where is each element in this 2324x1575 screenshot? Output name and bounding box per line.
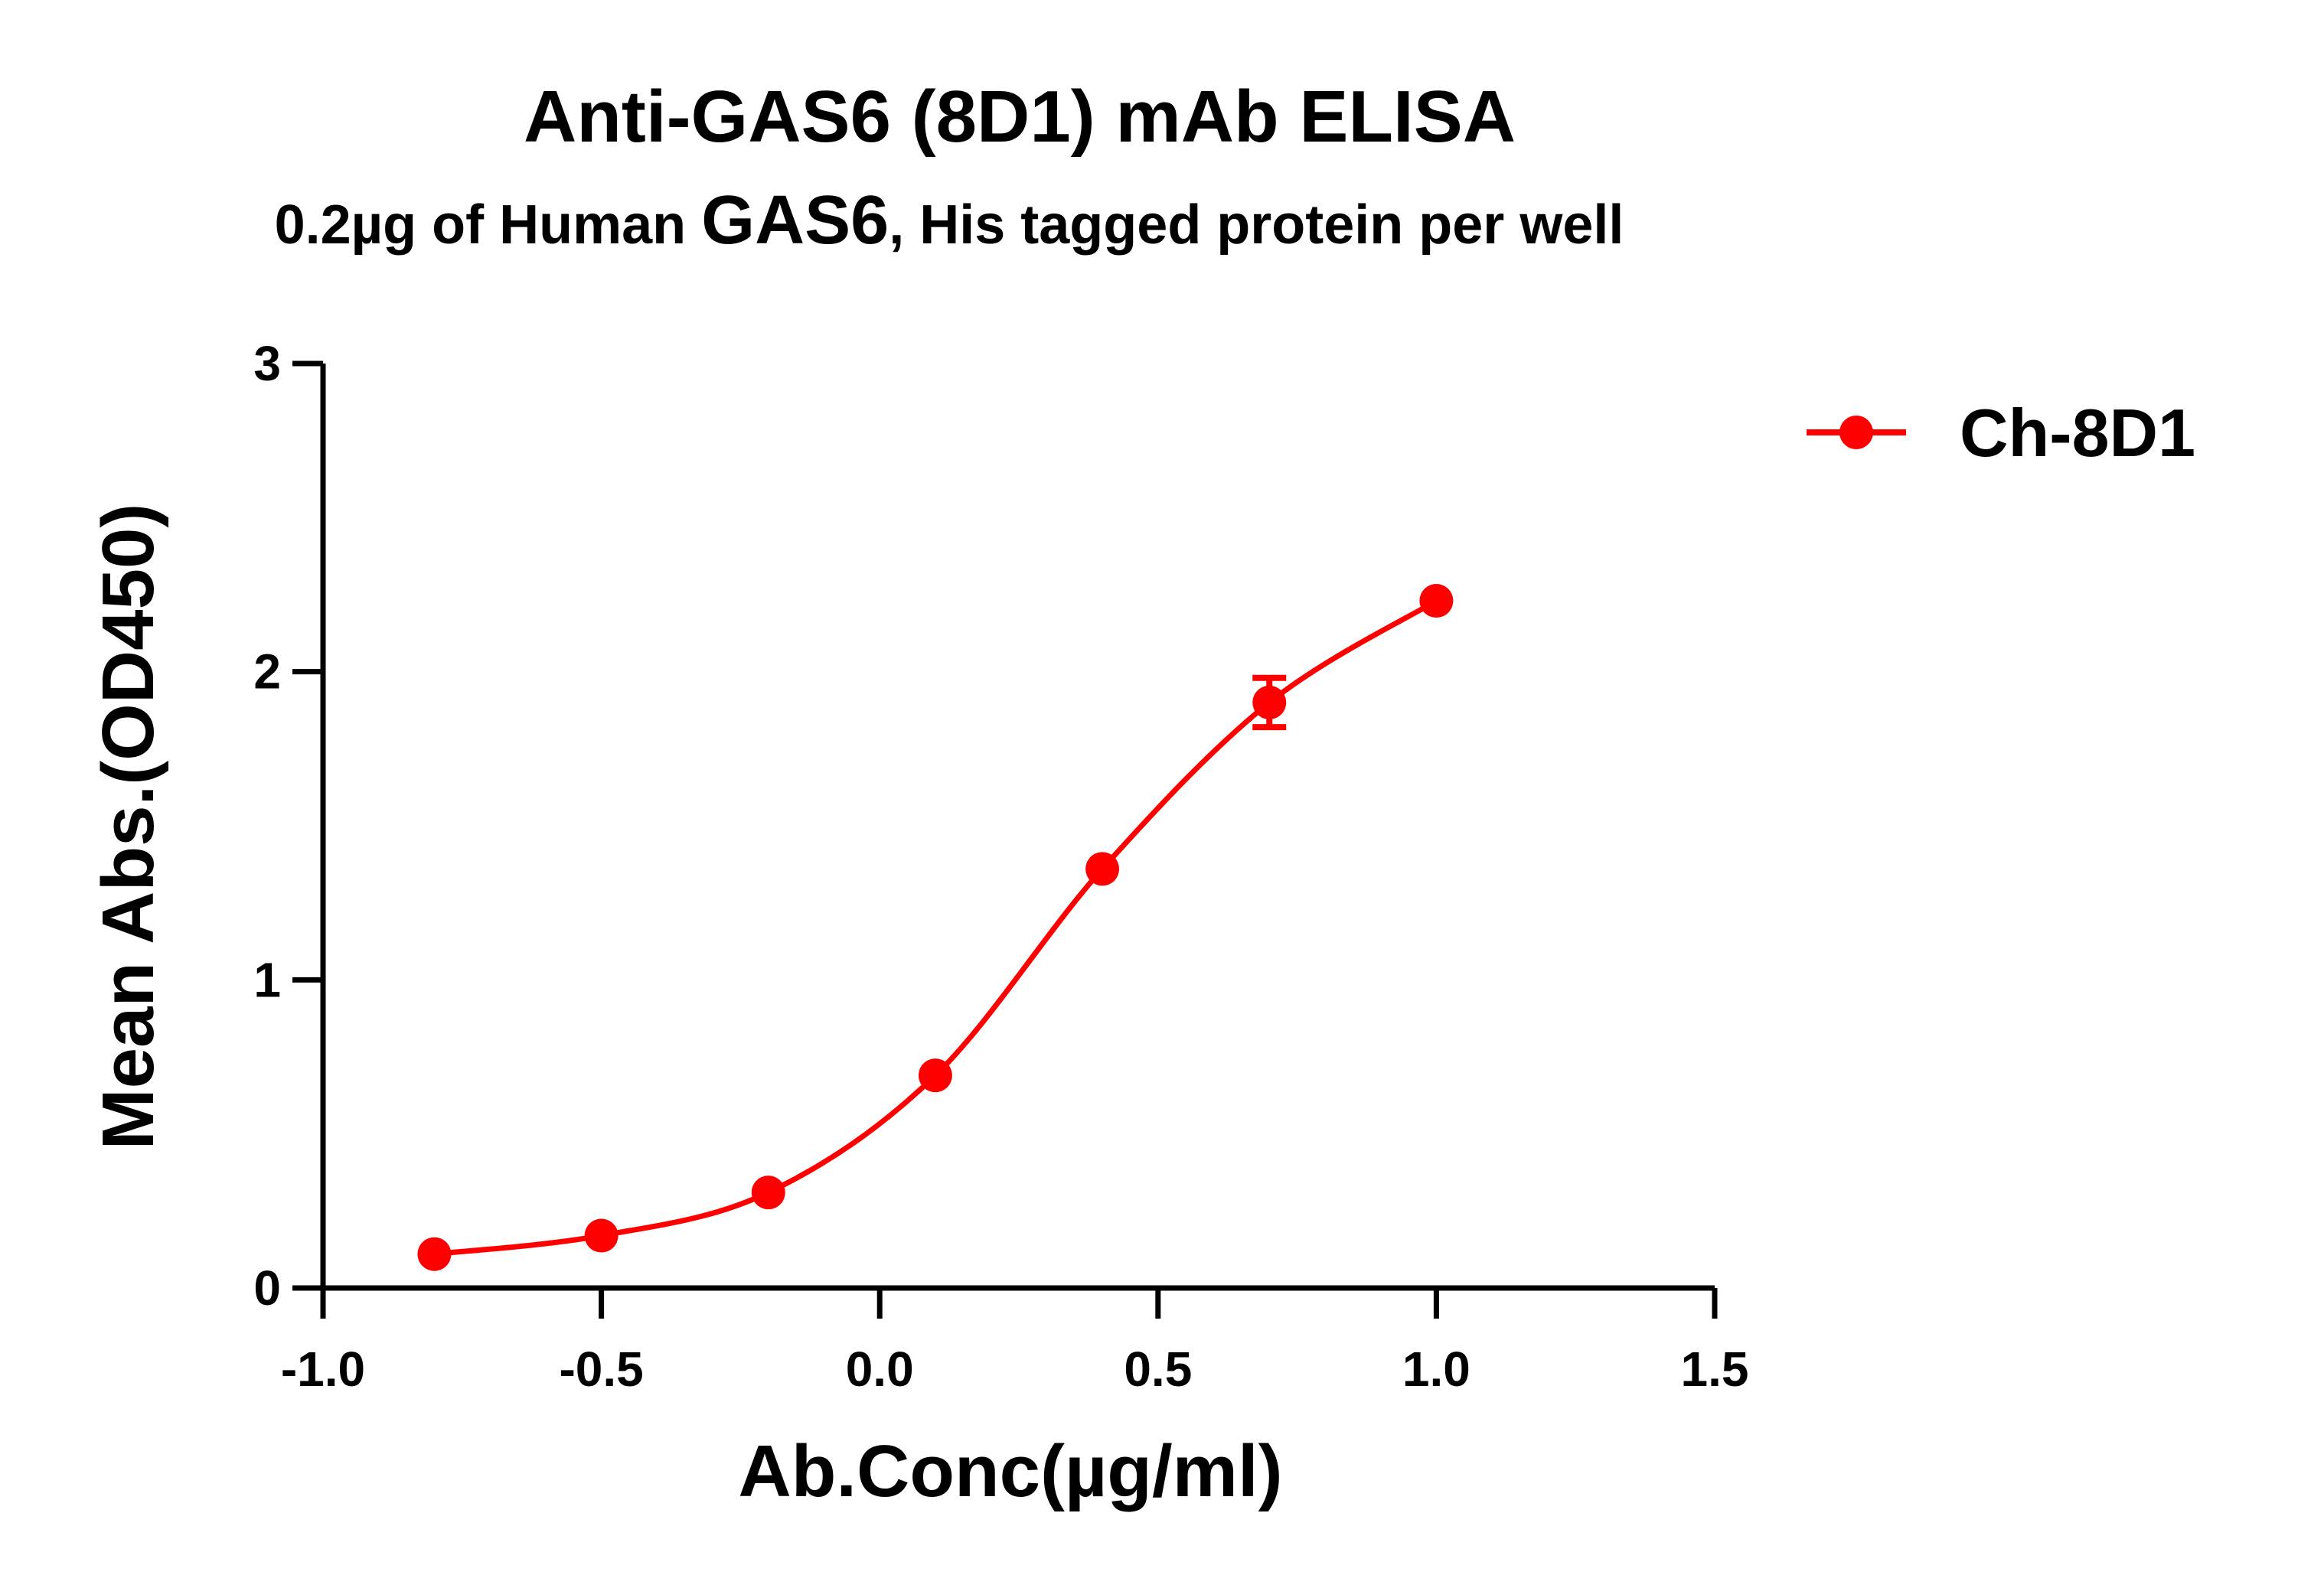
chart-title: Anti-GAS6 (8D1) mAb ELISA	[524, 76, 1516, 158]
y-axis-title: Mean Abs.(OD450)	[87, 504, 169, 1150]
axes: -1.0 -0.5 0.0 0.5 1.0 1.5 0 1 2 3	[253, 336, 1748, 1397]
x-tick-label: 1.0	[1402, 1342, 1470, 1397]
legend: Ch-8D1	[1807, 395, 2195, 471]
chart-subtitle: 0.2µg of Human GAS6, His tagged protein …	[275, 182, 1624, 259]
data-point	[918, 1058, 952, 1093]
x-tick-label: -1.0	[281, 1342, 365, 1397]
y-tick-label: 1	[253, 952, 281, 1007]
data-point	[1419, 584, 1454, 618]
data-point	[1252, 685, 1287, 719]
data-point	[1085, 852, 1120, 886]
x-tick-label: 0.0	[846, 1342, 914, 1397]
x-tick-label: 1.5	[1681, 1342, 1749, 1397]
data-point	[417, 1237, 452, 1271]
subtitle-part-after: , His tagged protein per well	[889, 194, 1624, 256]
x-axis-title: Ab.Conc(µg/ml)	[738, 1430, 1282, 1512]
y-tick-label: 2	[253, 644, 281, 699]
fit-curves	[434, 598, 1438, 1257]
y-tick-label: 3	[253, 336, 281, 391]
x-tick-label: 0.5	[1124, 1342, 1192, 1397]
series-fit-curve	[434, 598, 1438, 1257]
x-tick-label: -0.5	[559, 1342, 643, 1397]
subtitle-part-before: 0.2µg of Human	[275, 194, 702, 256]
data-point	[584, 1218, 619, 1253]
legend-label: Ch-8D1	[1960, 395, 2195, 471]
data-points	[417, 584, 1454, 1271]
subtitle-part-emphasis: GAS6	[701, 182, 889, 259]
y-tick-label: 0	[253, 1260, 281, 1316]
data-point	[751, 1176, 785, 1210]
legend-marker	[1839, 416, 1873, 449]
